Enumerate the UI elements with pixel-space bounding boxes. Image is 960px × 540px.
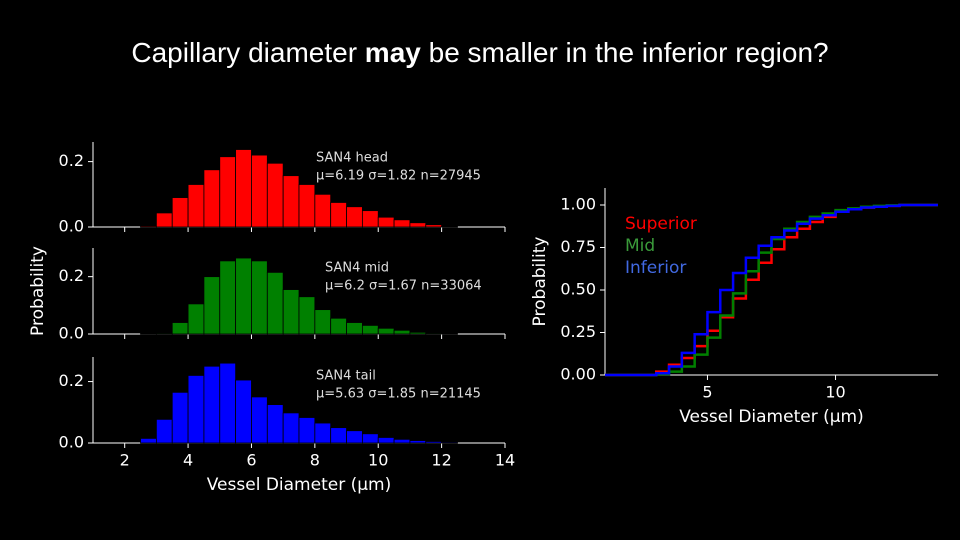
y-tick-label: 0.2 bbox=[59, 151, 84, 170]
bar bbox=[155, 418, 173, 444]
bar bbox=[393, 219, 411, 228]
bar bbox=[346, 430, 363, 444]
bar bbox=[361, 324, 379, 335]
y-axis-label: Probability bbox=[530, 237, 550, 327]
bar bbox=[346, 322, 363, 335]
bar bbox=[441, 225, 458, 228]
bar bbox=[314, 309, 332, 335]
y-tick-label: 0.00 bbox=[560, 365, 596, 384]
x-tick-label: 10 bbox=[825, 383, 845, 402]
legend-label: Mid bbox=[625, 236, 655, 256]
bar bbox=[377, 216, 395, 228]
annotation: SAN4 tail bbox=[316, 369, 376, 384]
bar bbox=[203, 276, 221, 335]
bar bbox=[235, 257, 252, 335]
bar bbox=[171, 322, 189, 335]
y-tick-label: 0.0 bbox=[59, 433, 84, 452]
x-tick-label: 4 bbox=[183, 451, 193, 470]
bar bbox=[298, 417, 316, 444]
x-tick-label: 14 bbox=[495, 451, 515, 470]
y-tick-label: 0.50 bbox=[560, 280, 596, 299]
bar bbox=[441, 441, 458, 444]
bar bbox=[425, 441, 443, 444]
x-axis-label: Vessel Diameter (μm) bbox=[207, 475, 391, 495]
bar bbox=[251, 154, 268, 228]
bar bbox=[187, 303, 205, 335]
x-axis-label: Vessel Diameter (μm) bbox=[679, 407, 863, 427]
bar bbox=[314, 422, 332, 444]
x-tick-label: 5 bbox=[702, 383, 712, 402]
bar bbox=[171, 197, 189, 228]
bar bbox=[266, 404, 284, 444]
annotation: μ=6.2 σ=1.67 n=33064 bbox=[325, 279, 482, 294]
bar bbox=[298, 296, 316, 335]
bar bbox=[187, 184, 205, 228]
bar bbox=[187, 375, 205, 444]
bar bbox=[235, 149, 252, 228]
cdf-line bbox=[605, 203, 938, 377]
annotation: SAN4 head bbox=[316, 151, 388, 166]
bar bbox=[282, 289, 300, 335]
bar bbox=[266, 162, 284, 228]
bar bbox=[361, 433, 379, 444]
bar bbox=[409, 331, 427, 335]
title-part: Capillary diameter bbox=[131, 37, 364, 68]
bar bbox=[393, 438, 411, 444]
bar bbox=[266, 271, 284, 335]
y-tick-label: 0.0 bbox=[59, 324, 84, 343]
bar bbox=[298, 184, 316, 228]
bar bbox=[393, 329, 411, 335]
title-bold: may bbox=[365, 37, 421, 68]
bar bbox=[346, 206, 363, 228]
bar bbox=[330, 427, 347, 444]
x-tick-label: 8 bbox=[310, 451, 320, 470]
bar bbox=[155, 212, 173, 228]
bar bbox=[235, 379, 252, 444]
slide-title: Capillary diameter may be smaller in the… bbox=[131, 37, 828, 68]
bar bbox=[409, 222, 427, 228]
annotation: μ=6.19 σ=1.82 n=27945 bbox=[316, 169, 481, 184]
y-tick-label: 0.2 bbox=[59, 266, 84, 285]
bar bbox=[425, 332, 443, 335]
x-tick-label: 10 bbox=[368, 451, 388, 470]
annotation: SAN4 mid bbox=[325, 261, 389, 276]
bar bbox=[140, 225, 157, 228]
y-tick-label: 0.25 bbox=[560, 322, 596, 341]
bar bbox=[409, 440, 427, 444]
bar bbox=[377, 437, 395, 444]
bar bbox=[251, 260, 268, 335]
title-part: be smaller in the inferior region? bbox=[421, 37, 829, 68]
y-tick-label: 0.75 bbox=[560, 237, 596, 256]
x-tick-label: 6 bbox=[246, 451, 256, 470]
y-tick-label: 0.2 bbox=[59, 371, 84, 390]
legend-label: Inferior bbox=[625, 258, 686, 278]
x-tick-label: 2 bbox=[120, 451, 130, 470]
bar bbox=[171, 391, 189, 444]
bar bbox=[203, 365, 221, 444]
x-tick-label: 12 bbox=[431, 451, 451, 470]
y-axis-label: Probability bbox=[28, 246, 48, 336]
y-tick-label: 0.0 bbox=[59, 217, 84, 236]
y-tick-label: 1.00 bbox=[560, 195, 596, 214]
bar bbox=[330, 202, 347, 228]
annotation: μ=5.63 σ=1.85 n=21145 bbox=[316, 387, 481, 402]
bar bbox=[282, 412, 300, 444]
bar bbox=[314, 193, 332, 228]
bar bbox=[330, 317, 347, 335]
bar bbox=[251, 396, 268, 444]
bar bbox=[219, 260, 237, 335]
bar bbox=[361, 210, 379, 228]
bar bbox=[219, 362, 237, 444]
bar bbox=[377, 327, 395, 335]
bar bbox=[140, 437, 157, 444]
bar bbox=[219, 156, 237, 228]
bar bbox=[425, 224, 443, 228]
bar bbox=[155, 332, 173, 335]
bar bbox=[282, 175, 300, 228]
bar bbox=[203, 169, 221, 228]
legend-label: Superior bbox=[625, 214, 697, 234]
